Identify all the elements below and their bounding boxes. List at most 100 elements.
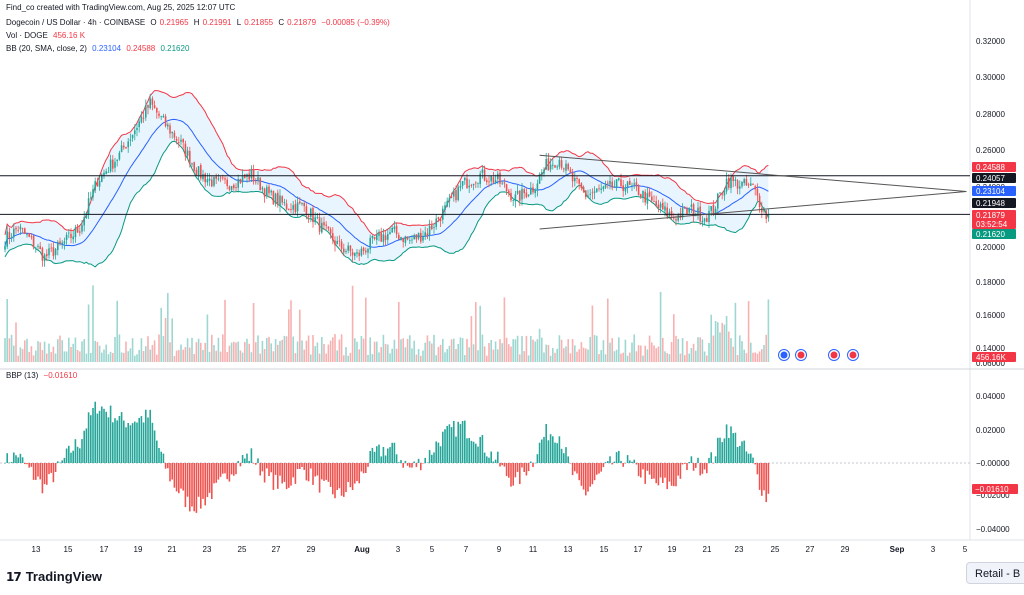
candle[interactable] [490, 175, 492, 186]
candle[interactable] [406, 236, 409, 241]
bbp-bar[interactable] [329, 463, 332, 487]
candle[interactable] [459, 180, 462, 192]
candle[interactable] [574, 172, 576, 187]
candle[interactable] [585, 190, 587, 200]
volume-bar[interactable] [602, 340, 605, 362]
bbp-bar[interactable] [607, 461, 609, 463]
candle[interactable] [428, 219, 431, 241]
bbp-bar[interactable] [314, 463, 316, 477]
volume-bar[interactable] [129, 348, 132, 362]
bbp-bar[interactable] [160, 451, 162, 463]
volume-bar[interactable] [351, 285, 354, 362]
bbp-bar[interactable] [380, 456, 382, 463]
candle[interactable] [26, 233, 28, 238]
volume-bar[interactable] [618, 337, 620, 362]
bbp-bar[interactable] [567, 456, 569, 463]
candle[interactable] [569, 167, 572, 174]
bbp-bar[interactable] [248, 460, 250, 463]
volume-bar[interactable] [105, 344, 107, 362]
candle[interactable] [50, 243, 52, 253]
volume-bar[interactable] [327, 344, 330, 362]
us-flag-event-icon[interactable] [828, 349, 840, 361]
candle[interactable] [593, 186, 596, 200]
candle[interactable] [136, 123, 138, 137]
volume-bar[interactable] [301, 340, 303, 362]
bbp-bar[interactable] [182, 463, 184, 491]
volume-bar[interactable] [107, 354, 110, 362]
candle[interactable] [13, 223, 15, 242]
bbp-bar[interactable] [120, 412, 123, 463]
volume-bar[interactable] [569, 353, 572, 362]
candle[interactable] [415, 234, 418, 243]
volume-bar[interactable] [248, 343, 250, 362]
bbp-bar[interactable] [349, 463, 352, 488]
bbp-bar[interactable] [332, 463, 334, 495]
bbp-bar[interactable] [591, 463, 594, 485]
bb-legend[interactable]: BB (20, SMA, close, 2) 0.23104 0.24588 0… [6, 44, 192, 53]
volume-bar[interactable] [233, 341, 235, 362]
bbp-bar[interactable] [376, 446, 378, 463]
bbp-bar[interactable] [259, 463, 261, 476]
volume-bar[interactable] [556, 348, 558, 362]
volume-bar[interactable] [72, 343, 74, 362]
bbp-bar[interactable] [327, 463, 330, 482]
candle[interactable] [101, 173, 103, 183]
bbp-bar[interactable] [455, 436, 457, 463]
candle[interactable] [338, 235, 341, 247]
volume-bar[interactable] [488, 343, 490, 362]
candle[interactable] [362, 246, 365, 255]
bbp-bar[interactable] [213, 463, 215, 484]
bbp-bar[interactable] [219, 463, 222, 477]
volume-bar[interactable] [752, 352, 754, 362]
candle[interactable] [46, 249, 48, 262]
bbp-bar[interactable] [15, 455, 17, 463]
candle[interactable] [543, 167, 545, 177]
candle[interactable] [426, 228, 429, 240]
candle[interactable] [431, 220, 433, 231]
volume-bar[interactable] [657, 346, 660, 362]
candle[interactable] [327, 226, 330, 232]
bbp-bar[interactable] [646, 463, 649, 471]
candle[interactable] [371, 235, 374, 244]
candle[interactable] [184, 140, 187, 161]
volume-bar[interactable] [552, 347, 554, 362]
bbp-bar[interactable] [472, 441, 475, 463]
candle[interactable] [274, 192, 277, 207]
candle[interactable] [684, 206, 686, 210]
volume-bar[interactable] [224, 299, 226, 362]
bbp-bar[interactable] [230, 463, 233, 475]
volume-bar[interactable] [690, 348, 693, 362]
volume-bar[interactable] [532, 339, 534, 362]
volume-bar[interactable] [8, 338, 11, 362]
volume-bar[interactable] [444, 352, 446, 362]
bbp-bar[interactable] [508, 463, 510, 478]
bbp-bar[interactable] [125, 427, 127, 463]
bbp-bar[interactable] [186, 463, 189, 497]
volume-bar[interactable] [13, 345, 15, 363]
candle[interactable] [81, 220, 83, 235]
candle[interactable] [255, 178, 257, 185]
volume-bar[interactable] [626, 355, 629, 362]
bbp-bar[interactable] [666, 463, 668, 490]
candle[interactable] [706, 213, 708, 223]
candle[interactable] [24, 227, 26, 234]
bbp-bar[interactable] [202, 463, 204, 499]
bbp-bar[interactable] [96, 413, 99, 463]
bbp-bar[interactable] [741, 441, 743, 463]
bbp-bar[interactable] [74, 439, 77, 463]
bbp-bar[interactable] [409, 463, 411, 468]
candle[interactable] [598, 184, 600, 192]
candle[interactable] [464, 177, 466, 185]
volume-bar[interactable] [631, 342, 633, 363]
bbp-bar[interactable] [481, 435, 484, 463]
candle[interactable] [708, 205, 710, 228]
volume-bar[interactable] [63, 351, 66, 362]
volume-bar[interactable] [299, 309, 301, 362]
bbp-bar[interactable] [6, 453, 8, 463]
volume-bar[interactable] [85, 353, 88, 362]
volume-bar[interactable] [213, 345, 215, 362]
volume-bar[interactable] [290, 300, 292, 362]
bbp-bar[interactable] [710, 452, 712, 463]
volume-bar[interactable] [593, 335, 596, 362]
candle[interactable] [294, 199, 297, 214]
